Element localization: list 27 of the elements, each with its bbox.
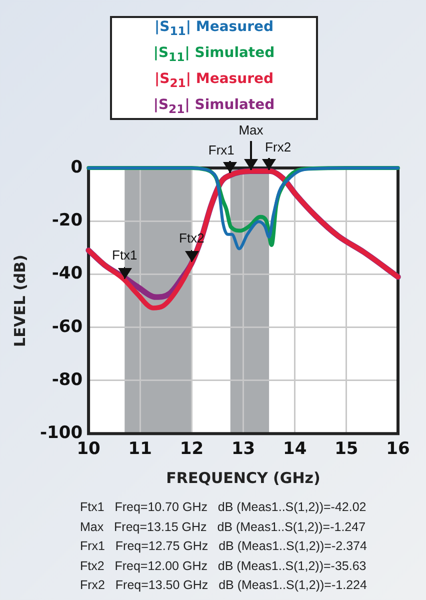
text: |S$_{11}$| Simulated — [153, 44, 275, 66]
text: Ftx2 Freq=12.00 GHz dB (Meas1..S(1,2))=-35.63 — [80, 558, 367, 575]
annotation: Frx1 — [208, 142, 234, 158]
x-axis-title: FREQUENCY (GHz) — [166, 468, 320, 487]
annotation: Max — [238, 122, 264, 138]
text: |S$_{21}$| Simulated — [153, 96, 275, 118]
x-tick-label: 10 — [76, 439, 101, 460]
text: Ftx1 Freq=10.70 GHz dB (Meas1..S(1,2))=-42.02 — [80, 499, 367, 516]
x-tick-label: 13 — [231, 439, 256, 460]
annotation: Frx2 — [265, 139, 292, 154]
text: Frx1 Freq=12.75 GHz dB (Meas1..S(1,2))=-2.374 — [80, 538, 367, 555]
text: |S$_{21}$| Measured — [154, 70, 274, 92]
y-tick-label: -40 — [52, 264, 83, 284]
text: Max Freq=13.15 GHz dB (Meas1..S(1,2))=-1.247 — [80, 518, 367, 536]
x-tick-label: 14 — [283, 439, 307, 460]
y-tick-label: 0 — [70, 157, 83, 178]
x-tick-label: 12 — [180, 439, 204, 460]
y-axis-title: LEVEL (dB) — [10, 254, 29, 347]
y-tick-label: -80 — [52, 370, 83, 390]
x-tick-label: 16 — [386, 439, 410, 460]
x-tick-label: 15 — [334, 439, 358, 460]
annotation: Ftx1 — [112, 248, 138, 263]
x-tick-label: 11 — [128, 439, 152, 460]
y-tick-label: -60 — [52, 316, 83, 337]
y-tick-label: -20 — [52, 210, 83, 231]
text: |S$_{11}$| Measured — [154, 18, 274, 40]
text: Frx2 Freq=13.50 GHz dB (Meas1..S(1,2))=-1.224 — [80, 577, 367, 594]
